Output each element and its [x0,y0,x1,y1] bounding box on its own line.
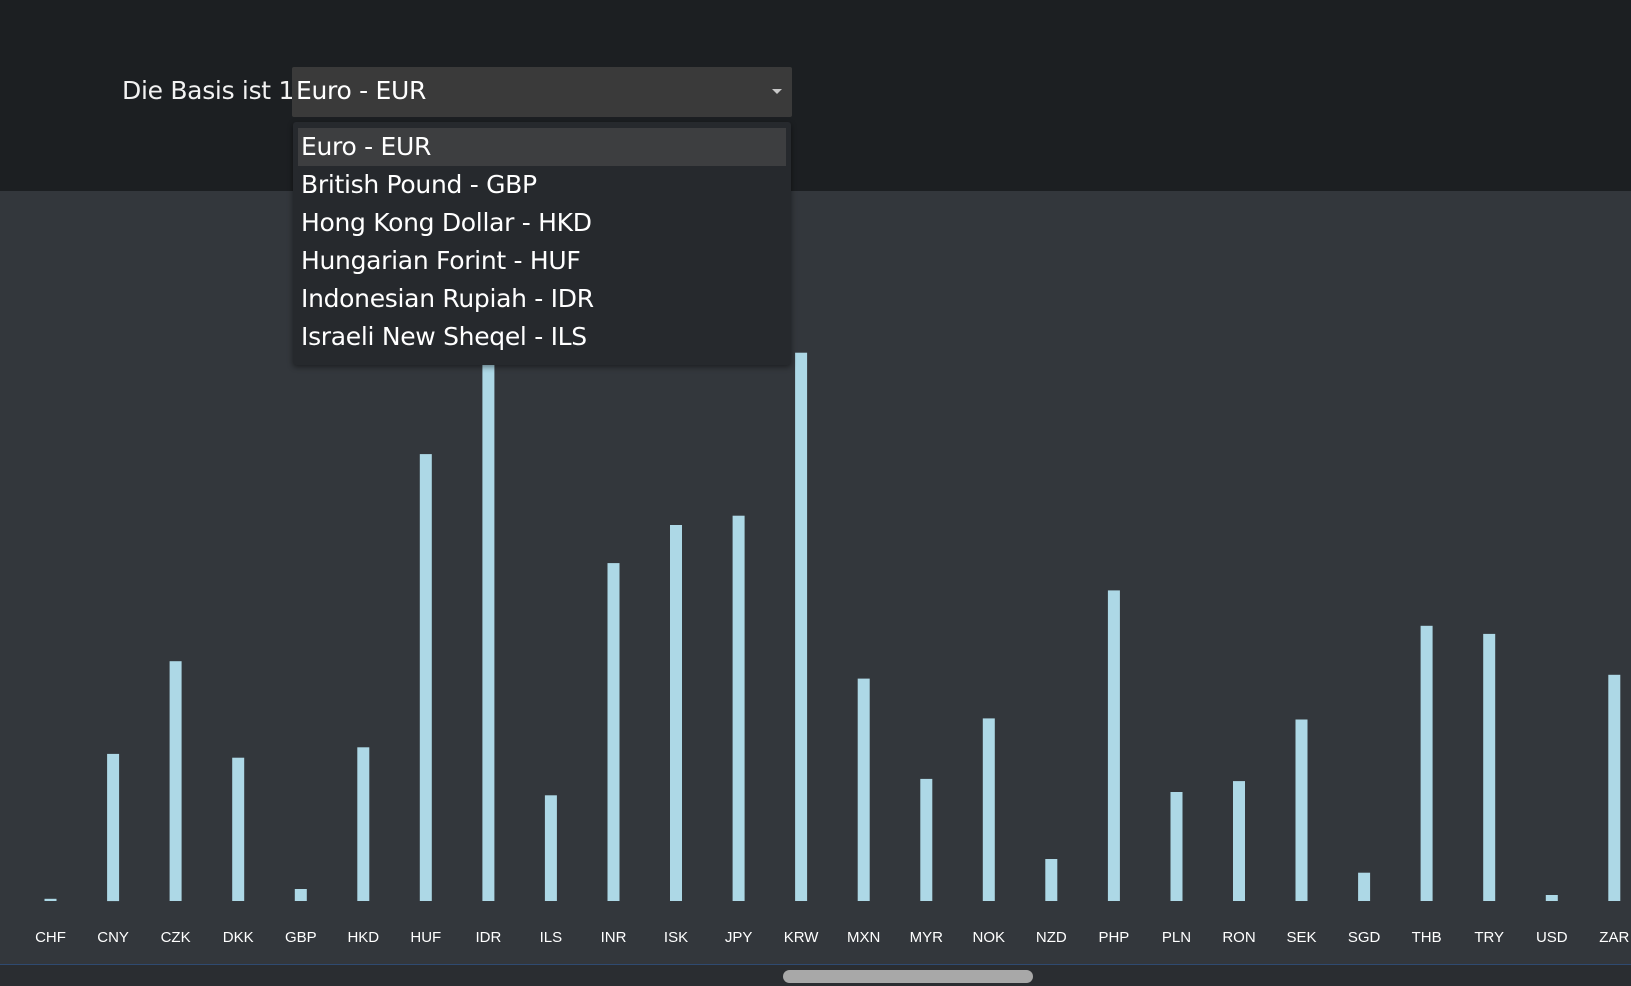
x-tick-label: DKK [223,929,254,946]
x-tick-label: CZK [161,929,191,946]
bar-sgd [1358,872,1371,901]
x-tick-label: JPY [725,929,753,946]
x-tick-label: NOK [973,929,1006,946]
bar-huf [419,454,432,901]
x-tick-label: TRY [1474,929,1504,946]
x-tick-label: ILS [540,929,563,946]
x-tick-label: CHF [35,929,66,946]
bar-thb [1420,625,1433,901]
chart-area: DCHFCNYCZKDKKGBPHKDHUFIDRILSINRISKJPYKRW… [0,191,1631,964]
x-tick-label: INR [601,929,627,946]
currency-dropdown-list: Euro - EUR British Pound - GBP Hong Kong D… [293,122,791,365]
dropdown-option[interactable]: Hong Kong Dollar - HKD [301,208,592,237]
horizontal-scrollbar[interactable] [0,964,1631,986]
x-tick-label: RON [1222,929,1255,946]
x-tick-label: HUF [410,929,441,946]
x-tick-label: GBP [285,929,317,946]
dropdown-option[interactable]: Indonesian Rupiah - IDR [301,284,594,313]
x-tick-label: KRW [784,929,820,946]
bar-sek [1295,719,1308,901]
chevron-down-icon[interactable] [772,89,782,94]
x-tick-label: MXN [847,929,880,946]
scrollbar-thumb[interactable] [783,970,1033,983]
base-label: Die Basis ist 1 [122,76,295,105]
x-tick-label: PLN [1162,929,1191,946]
currency-select[interactable]: Euro - EUR [292,67,792,117]
x-tick-label: SEK [1286,929,1316,946]
bar-nok [982,718,995,901]
x-tick-label: MYR [910,929,944,946]
x-tick-label: CNY [97,929,129,946]
dropdown-option[interactable]: Euro - EUR [298,128,786,166]
bar-try [1483,633,1496,901]
bar-isk [670,525,682,901]
x-tick-label: ISK [664,929,688,946]
bar-usd [1545,895,1558,901]
x-tick-label: HKD [347,929,379,946]
bar-dkk [232,757,245,901]
bar-mxn [857,678,870,901]
bar-idr [482,356,495,901]
x-tick-label: NZD [1036,929,1067,946]
x-tick-label: IDR [475,929,501,946]
bar-gbp [294,889,307,901]
bar-nzd [1045,859,1058,901]
header-bar: Die Basis ist 1 Euro - EUR [0,0,1631,191]
currency-select-value: Euro - EUR [296,76,427,105]
bar-php [1107,590,1120,901]
bar-jpy [732,515,745,901]
bar-zar [1608,674,1621,901]
x-tick-label: PHP [1098,929,1129,946]
x-tick-label: USD [1536,929,1568,946]
x-tick-label: ZAR [1599,929,1629,946]
dropdown-option[interactable]: Hungarian Forint - HUF [301,246,581,275]
bar-ils [544,795,557,901]
bar-cny [107,753,120,902]
x-tick-label: THB [1412,929,1442,946]
x-tick-label: SGD [1348,929,1381,946]
bar-inr [607,563,620,901]
bar-ron [1233,781,1245,901]
bar-pln [1170,792,1183,901]
bar-czk [169,661,182,901]
bar-chf [44,898,57,901]
bar-krw [795,352,808,901]
bar-chart: DCHFCNYCZKDKKGBPHKDHUFIDRILSINRISKJPYKRW… [35,352,1629,946]
bar-hkd [357,747,370,901]
dropdown-option[interactable]: Israeli New Sheqel - ILS [301,322,587,351]
dropdown-option[interactable]: British Pound - GBP [301,170,537,199]
bar-myr [920,778,933,901]
